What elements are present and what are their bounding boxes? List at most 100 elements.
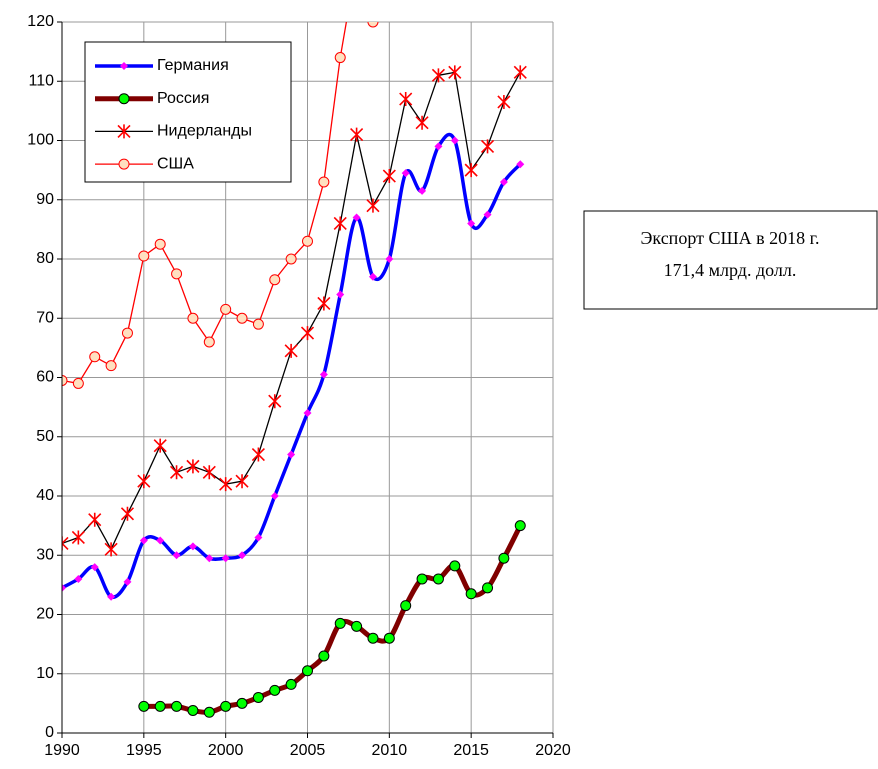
marker — [498, 552, 510, 564]
x-tick-label: 2015 — [453, 742, 489, 759]
marker — [449, 560, 461, 572]
marker — [334, 617, 346, 629]
marker — [467, 219, 476, 228]
marker — [203, 706, 215, 718]
marker — [367, 632, 379, 644]
legend-label: Германия — [157, 57, 229, 74]
annotation-box — [583, 210, 878, 310]
marker — [448, 65, 462, 80]
series-line — [143, 524, 523, 715]
x-tick-label: 2000 — [208, 742, 244, 759]
marker — [219, 477, 233, 492]
marker — [499, 177, 508, 186]
marker — [123, 577, 132, 586]
y-tick-label: 30 — [36, 546, 54, 563]
marker — [188, 542, 197, 551]
y-tick-label: 100 — [27, 132, 54, 149]
marker — [285, 678, 297, 690]
marker — [516, 160, 525, 169]
marker — [153, 438, 167, 453]
marker — [236, 697, 248, 709]
marker — [238, 551, 247, 560]
marker — [382, 169, 396, 184]
marker — [318, 176, 330, 188]
x-tick-label: 2020 — [535, 742, 571, 759]
y-tick-label: 10 — [36, 665, 54, 682]
marker — [399, 92, 413, 107]
marker — [251, 447, 265, 462]
y-tick-label: 0 — [45, 724, 54, 741]
marker — [118, 93, 130, 105]
marker — [74, 574, 83, 583]
marker — [105, 360, 117, 372]
marker — [416, 573, 428, 585]
y-tick-label: 20 — [36, 606, 54, 623]
marker — [334, 52, 346, 64]
marker — [303, 409, 312, 418]
marker — [252, 318, 264, 330]
marker — [268, 394, 282, 409]
marker — [137, 474, 151, 489]
marker — [418, 186, 427, 195]
marker — [71, 530, 85, 545]
marker — [497, 94, 511, 109]
marker — [300, 326, 315, 341]
marker — [107, 592, 116, 601]
marker — [269, 684, 281, 696]
marker — [170, 465, 184, 480]
marker — [317, 296, 331, 311]
marker — [220, 303, 232, 315]
marker — [138, 250, 150, 262]
marker — [270, 492, 279, 500]
marker — [480, 139, 495, 154]
y-tick-label: 40 — [36, 487, 54, 504]
marker — [415, 115, 429, 130]
marker — [269, 274, 281, 286]
series-line — [62, 132, 522, 599]
marker — [172, 551, 181, 560]
legend-label: Россия — [157, 90, 209, 107]
y-tick-label: 70 — [36, 309, 54, 326]
marker — [62, 536, 69, 551]
marker — [513, 65, 527, 80]
marker — [432, 573, 444, 585]
marker — [482, 582, 494, 594]
marker — [203, 336, 215, 348]
marker — [120, 506, 135, 521]
y-tick-label: 50 — [36, 428, 54, 445]
marker — [138, 700, 150, 712]
marker — [205, 554, 214, 563]
marker — [139, 536, 148, 545]
y-tick-label: 110 — [28, 72, 54, 89]
marker — [89, 351, 101, 363]
series-line — [62, 22, 373, 385]
marker — [62, 374, 68, 386]
y-tick-label: 60 — [36, 369, 54, 386]
marker — [434, 142, 443, 151]
marker — [235, 474, 249, 489]
marker — [88, 512, 102, 527]
marker — [154, 700, 166, 712]
marker — [252, 691, 264, 703]
marker — [118, 158, 130, 170]
marker — [221, 554, 230, 563]
marker — [72, 377, 84, 389]
marker — [318, 650, 330, 662]
marker — [431, 68, 445, 83]
x-tick-label: 2010 — [372, 742, 408, 759]
marker — [319, 370, 328, 379]
marker — [483, 210, 492, 219]
marker — [450, 136, 459, 145]
marker — [352, 213, 361, 222]
marker — [187, 312, 199, 324]
marker — [351, 620, 363, 632]
marker — [302, 665, 313, 677]
marker — [368, 272, 377, 281]
marker — [117, 124, 131, 139]
x-tick-label: 1990 — [44, 742, 80, 759]
marker — [284, 343, 298, 358]
marker — [220, 700, 232, 712]
marker — [514, 520, 526, 532]
annotation-line: 171,4 млрд. долл. — [664, 260, 797, 280]
